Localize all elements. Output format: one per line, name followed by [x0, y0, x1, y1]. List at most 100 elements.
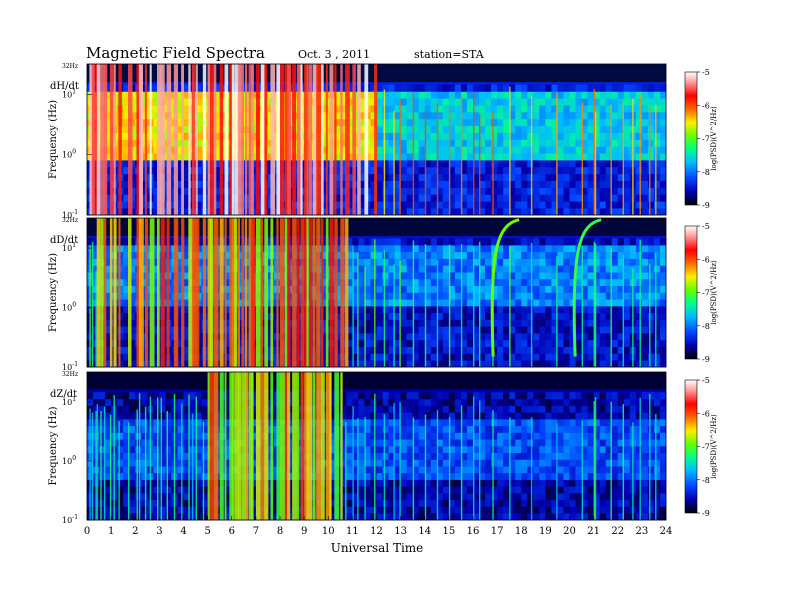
spectrogram-cell [485, 265, 492, 273]
spectrogram-cell [177, 425, 184, 433]
spectrogram-cell [183, 265, 190, 273]
spectrogram-cell [183, 251, 190, 259]
spectrogram-cell [509, 153, 516, 161]
spectrogram-cell [183, 105, 190, 113]
spectral-spike [292, 218, 297, 367]
spectrogram-cell [569, 180, 576, 188]
spectrogram-cell [647, 292, 655, 300]
spectrogram-cell [569, 299, 576, 307]
spectrogram-cell [105, 346, 112, 354]
spectrogram-cell [587, 132, 594, 140]
spectrogram-cell [177, 513, 184, 521]
spectral-spike [270, 218, 274, 367]
spectrogram-cell [497, 84, 504, 92]
spectrogram-cell [430, 353, 438, 361]
spectrogram-cell [623, 245, 631, 253]
spectrogram-cell [358, 208, 365, 216]
y-tick-label: 10-1 [62, 361, 78, 372]
spectrogram-cell [382, 292, 389, 300]
spectrogram-cell [454, 194, 462, 202]
spectrogram-cell [358, 339, 365, 347]
spectrogram-cell [551, 272, 558, 280]
spectrogram-cell [521, 118, 528, 127]
spectrogram-cell [527, 91, 534, 99]
spectrogram-cell [394, 187, 401, 195]
spectrogram-cell [165, 439, 172, 447]
spectrogram-cell [418, 98, 426, 106]
spectrogram-cell [557, 118, 564, 127]
panel-frame [86, 63, 667, 216]
spectrogram-cell [418, 238, 426, 246]
spectrogram-cell [213, 146, 220, 154]
spectrogram-cell [485, 333, 492, 341]
spectrogram-cell [358, 346, 365, 354]
spectrogram-cell [551, 105, 558, 113]
spectrogram-cell [497, 251, 504, 259]
spectrogram-cell [527, 326, 534, 334]
spectrogram-cell [129, 339, 136, 347]
spectrogram-cell [123, 180, 130, 188]
spectrogram-cell [539, 112, 546, 120]
spectrogram-cell [195, 194, 202, 202]
spectrogram-cell [460, 125, 468, 133]
colorbar-tick-label: -5 [702, 68, 710, 77]
spectrogram-cell [623, 187, 631, 195]
spectrogram-cell [533, 238, 540, 246]
spectrogram-cell [551, 285, 558, 293]
spectrogram-cell [346, 398, 353, 406]
spectrogram-cell [135, 405, 142, 413]
spectrogram-cell [388, 506, 395, 514]
spectrogram-cell [617, 285, 625, 293]
spectrogram-cell [370, 499, 377, 507]
spectrogram-cell [237, 346, 245, 354]
spectrogram-cell [382, 392, 389, 400]
spectrogram-cell [611, 251, 619, 259]
spectrogram-cell [358, 98, 365, 106]
spectrogram-cell [153, 392, 160, 400]
spectrogram-cell [376, 166, 383, 175]
spectrogram-cell [358, 139, 365, 147]
spectrogram-cell [485, 319, 492, 327]
spectrogram-cell [653, 285, 661, 293]
spectrogram-cell [418, 452, 426, 460]
spectrogram-cell [623, 251, 631, 259]
spectrogram-cell [129, 405, 136, 413]
spectrogram-cell [575, 353, 582, 361]
spectrogram-cell [479, 125, 486, 133]
spectrogram-cell [412, 346, 420, 354]
spectral-spike [276, 64, 281, 215]
spectrogram-cell [581, 326, 588, 334]
spectrogram-cell [352, 439, 359, 447]
spectrogram-cell [213, 91, 220, 99]
spectrogram-cell [430, 425, 438, 433]
spectrogram-cell [527, 180, 534, 188]
spectrogram-cell [442, 125, 450, 133]
spectrogram-cell [466, 333, 474, 341]
spectrogram-cell [123, 412, 130, 420]
spectrogram-cell [479, 112, 486, 120]
spectrogram-cell [466, 245, 474, 253]
spectrogram-cell [165, 432, 172, 440]
spectrogram-cell [123, 84, 130, 92]
spectrogram-cell [141, 173, 148, 181]
spectrogram-cell [322, 146, 329, 154]
spectrogram-cell [340, 432, 347, 440]
spectrogram-cell [412, 446, 420, 454]
spectrogram-cell [225, 493, 233, 501]
spectrogram-cell [382, 419, 389, 427]
spectrogram-cell [515, 208, 522, 216]
spectrogram-cell [183, 506, 190, 514]
spectrogram-cell [587, 360, 594, 368]
spectrogram-cell [436, 319, 444, 327]
spectrogram-cell [611, 312, 619, 320]
spectrogram-cell [575, 258, 582, 266]
spectrogram-cell [623, 153, 631, 161]
spectrogram-cell [641, 285, 649, 293]
spectrogram-cell [611, 194, 619, 202]
spectrogram-cell [358, 105, 365, 113]
spectrogram-cell [418, 91, 426, 99]
spectrogram-cell [153, 201, 160, 209]
spectrogram-cell [485, 112, 492, 120]
spectrogram-cell [346, 353, 353, 361]
spectrogram-cell [647, 112, 655, 120]
